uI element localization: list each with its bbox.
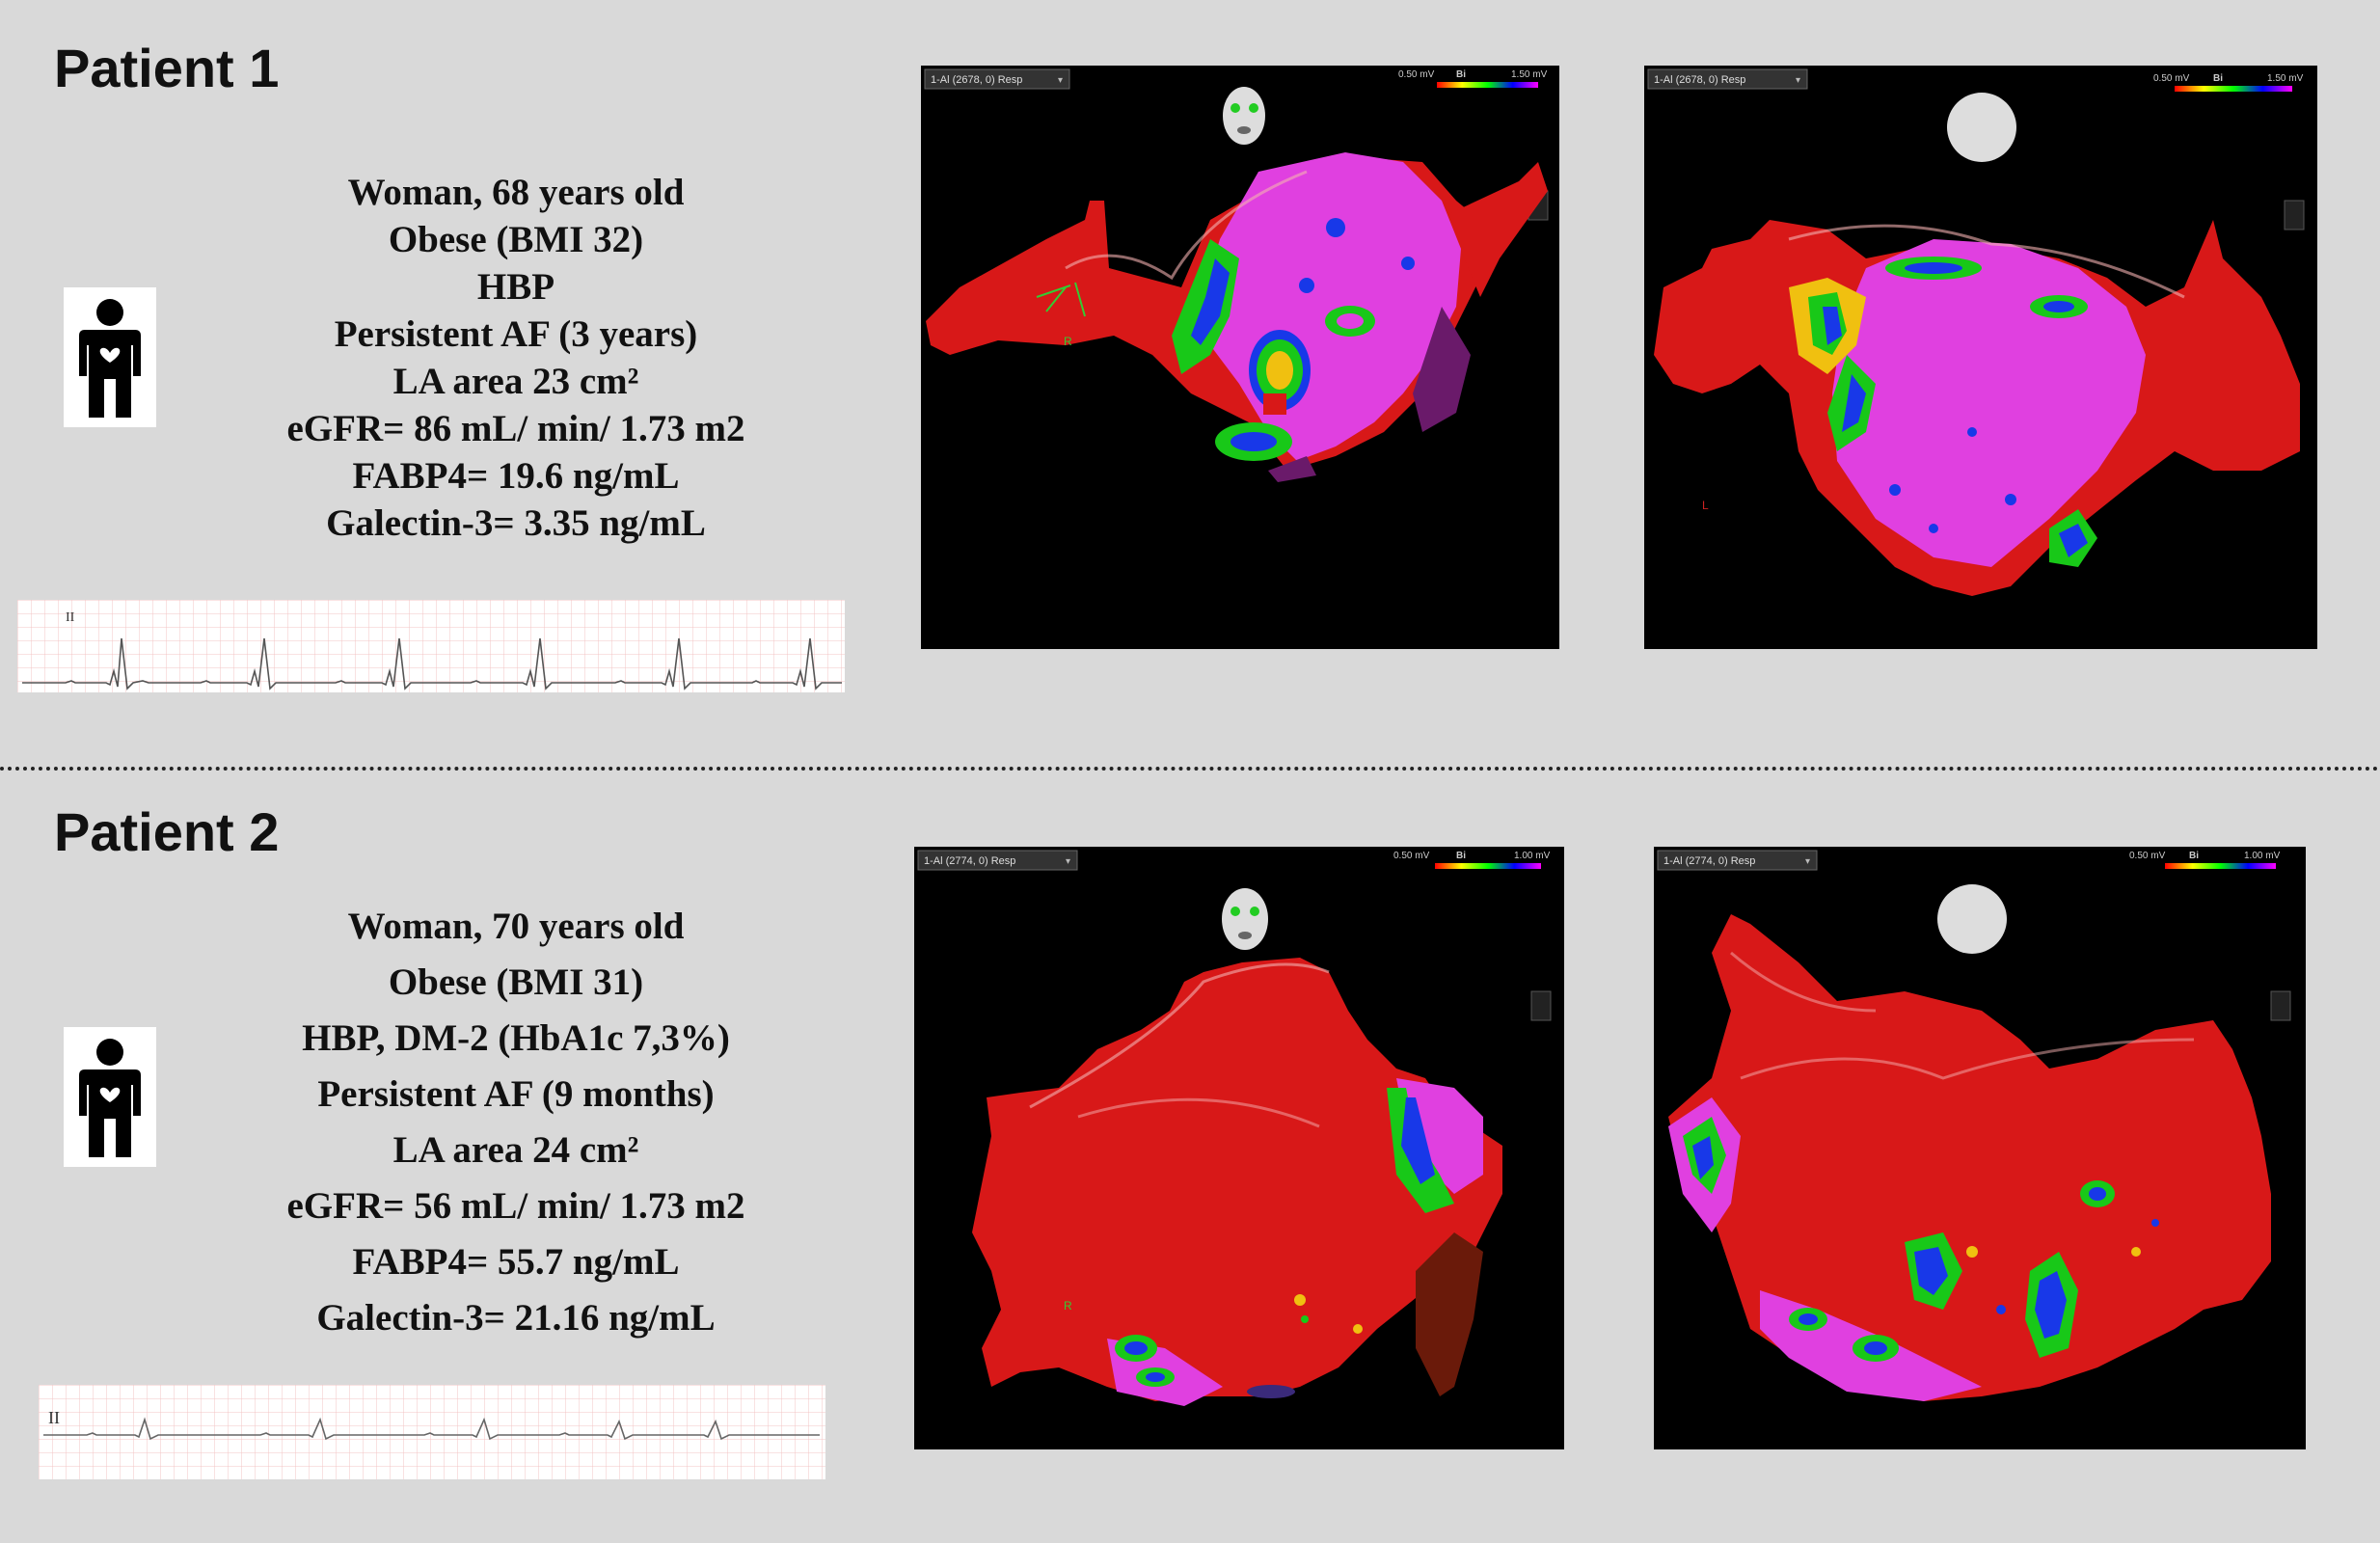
face-orientation-icon (1223, 87, 1265, 145)
info-line: HBP, DM-2 (HbA1c 7,3%) (302, 1017, 730, 1059)
patient-title: Patient 2 (54, 801, 280, 862)
chevron-down-icon: ▾ (1805, 856, 1810, 867)
map-dropdown-label[interactable]: 1-Al (2774, 0) Resp (1663, 855, 1755, 867)
marker-label: L (1702, 499, 1709, 512)
voltage-map-anterior: 1-Al (2678, 0) Resp ▾ 0.50 mV Bi 1.50 mV (921, 66, 1559, 649)
scale-min-label: 0.50 mV (2153, 73, 2190, 84)
marker-label: R (1064, 335, 1072, 348)
voltage-scale-bar (2175, 86, 2292, 92)
chevron-down-icon: ▾ (1066, 856, 1070, 867)
voltage-scale-bar (1437, 82, 1538, 88)
info-line: LA area 23 cm² (392, 361, 639, 402)
scale-max-label: 1.50 mV (2267, 73, 2304, 84)
info-line: Obese (BMI 31) (388, 961, 644, 1003)
scale-mode-label: Bi (2189, 851, 2199, 861)
chevron-down-icon: ▾ (1796, 75, 1800, 86)
scale-max-label: 1.00 mV (1514, 851, 1551, 861)
patient-info: Woman, 68 years old Obese (BMI 32) HBP P… (251, 169, 781, 547)
scale-min-label: 0.50 mV (1398, 69, 1435, 80)
ecg-lead-label: II (66, 610, 75, 625)
patient-info: Woman, 70 years old Obese (BMI 31) HBP, … (251, 899, 781, 1346)
info-line: Obese (BMI 32) (388, 219, 644, 260)
marker-label: R (1064, 1299, 1072, 1313)
ecg-strip: II (17, 600, 845, 692)
voltage-scale-bar (2165, 863, 2276, 869)
info-line: Persistent AF (9 months) (317, 1073, 715, 1115)
back-orientation-icon (1937, 884, 2007, 954)
info-line: HBP (476, 266, 555, 308)
face-orientation-icon (1222, 888, 1268, 950)
map-dropdown-label[interactable]: 1-Al (2678, 0) Resp (1654, 74, 1745, 86)
voltage-map-anterior: 1-Al (2774, 0) Resp ▾ 0.50 mV Bi 1.00 mV (914, 847, 1564, 1449)
info-line: eGFR= 56 mL/ min/ 1.73 m2 (286, 1185, 745, 1227)
info-line: FABP4= 19.6 ng/mL (352, 455, 680, 497)
ecg-lead-label: II (48, 1408, 60, 1427)
panel-divider (0, 767, 2380, 771)
map-dropdown-label[interactable]: 1-Al (2774, 0) Resp (924, 855, 1015, 867)
scale-max-label: 1.00 mV (2244, 851, 2281, 861)
left-atrium-mesh: R (926, 152, 1548, 482)
scale-mode-label: Bi (2213, 73, 2223, 84)
info-line: Galectin-3= 3.35 ng/mL (326, 502, 706, 544)
scale-min-label: 0.50 mV (2129, 851, 2166, 861)
voltage-map-posterior: 1-Al (2774, 0) Resp ▾ 0.50 mV Bi 1.00 mV (1654, 847, 2306, 1449)
scale-max-label: 1.50 mV (1511, 69, 1548, 80)
left-atrium-mesh: R (972, 958, 1502, 1406)
voltage-map-posterior: 1-Al (2678, 0) Resp ▾ 0.50 mV Bi 1.50 mV (1644, 66, 2317, 649)
scale-mode-label: Bi (1456, 851, 1466, 861)
info-line: eGFR= 86 mL/ min/ 1.73 m2 (286, 408, 745, 449)
chevron-down-icon: ▾ (1058, 75, 1063, 86)
voltage-scale-bar (1435, 863, 1541, 869)
info-line: FABP4= 55.7 ng/mL (352, 1241, 680, 1283)
patient-panel-2: Patient 2 Woman, 70 years old Obese (BMI… (0, 772, 2380, 1543)
left-atrium-mesh: L (1654, 220, 2300, 596)
person-heart-icon (64, 287, 156, 427)
info-line: Woman, 70 years old (347, 906, 685, 947)
back-orientation-icon (1947, 93, 2016, 162)
left-atrium-mesh (1668, 914, 2271, 1401)
info-line: Woman, 68 years old (347, 172, 685, 213)
scale-mode-label: Bi (1456, 69, 1466, 80)
person-heart-icon (64, 1027, 156, 1167)
patient-title: Patient 1 (54, 38, 280, 98)
info-line: Galectin-3= 21.16 ng/mL (316, 1297, 716, 1339)
scale-min-label: 0.50 mV (1393, 851, 1430, 861)
info-line: LA area 24 cm² (392, 1129, 639, 1171)
patient-panel-1: Patient 1 Woman, 68 years old Obese (BMI… (0, 0, 2380, 762)
ecg-strip: II (39, 1385, 825, 1479)
map-dropdown-label[interactable]: 1-Al (2678, 0) Resp (931, 74, 1022, 86)
info-line: Persistent AF (3 years) (334, 313, 698, 355)
